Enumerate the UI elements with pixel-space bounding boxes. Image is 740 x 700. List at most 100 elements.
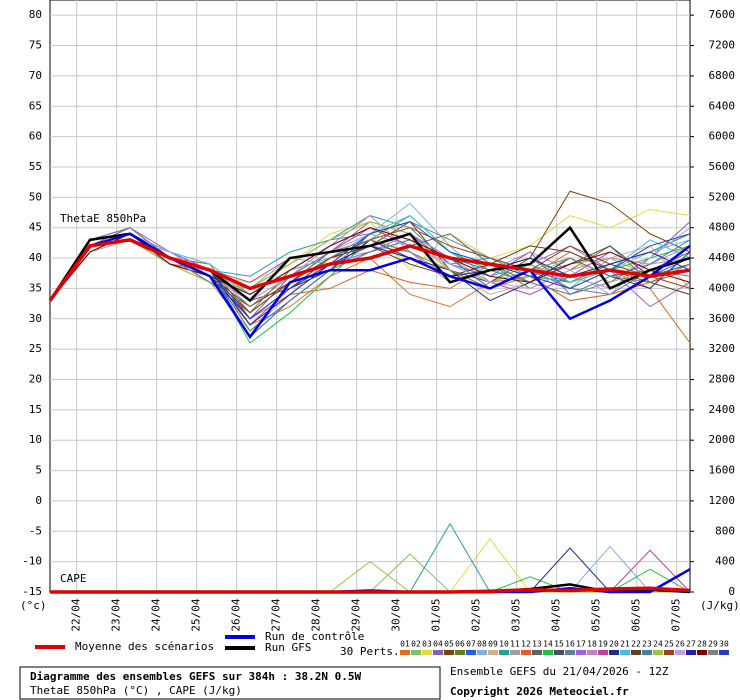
y-tick-label: 15 (29, 403, 42, 416)
legend-swatch (686, 650, 696, 655)
y-tick-label: 60 (29, 130, 42, 143)
legend-swatch (576, 650, 586, 655)
y2-tick-label: 7600 (709, 8, 736, 21)
legend-label: 18 (587, 640, 597, 649)
legend-swatch (477, 650, 487, 655)
legend-swatch (631, 650, 641, 655)
y-tick-label: 75 (29, 39, 42, 52)
legend-swatch (587, 650, 597, 655)
x-tick-label: 24/04 (150, 598, 163, 631)
legend-swatch (653, 650, 663, 655)
legend-label: 01 (400, 640, 410, 649)
theta-line (49, 227, 691, 308)
legend-swatch (422, 650, 432, 655)
lines (48, 190, 691, 594)
legend-label: 06 (455, 640, 465, 649)
theta-label: ThetaE 850hPa (60, 212, 146, 225)
theta-line (49, 221, 691, 301)
legend-label: 21 (620, 640, 630, 649)
y-tick-label: 45 (29, 221, 42, 234)
y2-tick-label: 6400 (709, 99, 736, 112)
y-tick-label: 55 (29, 160, 42, 173)
legend-label: 02 (411, 640, 421, 649)
legend-swatch (488, 650, 498, 655)
legend-label: 04 (433, 640, 443, 649)
y-tick-label: -15 (22, 585, 42, 598)
legend-label: 20 (609, 640, 619, 649)
theta-line (48, 238, 691, 302)
legend-label: 13 (532, 640, 542, 649)
y2-tick-label: 6800 (709, 69, 736, 82)
footer-subtitle: ThetaE 850hPa (°C) , CAPE (J/kg) (30, 684, 242, 697)
cape-label: CAPE (60, 572, 87, 585)
legend-label: 25 (664, 640, 674, 649)
y-tick-label: 40 (29, 251, 42, 264)
legend-label: 19 (598, 640, 608, 649)
y2-tick-label: 4800 (709, 221, 736, 234)
legend-label: 23 (642, 640, 652, 649)
legend-label: 15 (554, 640, 564, 649)
theta-line (49, 227, 691, 301)
legend-swatch (598, 650, 608, 655)
legend-swatch (466, 650, 476, 655)
legend-label: 17 (576, 640, 586, 649)
x-tick-label: 30/04 (390, 598, 403, 631)
y2-tick-label: 1600 (709, 464, 736, 477)
y2-unit: (J/kg) (700, 599, 740, 612)
y-tick-label: -5 (29, 524, 42, 537)
y2-tick-label: 2000 (709, 433, 736, 446)
legend-label: 26 (675, 640, 685, 649)
legend-label: 05 (444, 640, 454, 649)
legend-swatch (620, 650, 630, 655)
legend-label: 12 (521, 640, 531, 649)
legend-label: 16 (565, 640, 575, 649)
legend-swatch (444, 650, 454, 655)
legend-label: 27 (686, 640, 696, 649)
legend-swatch (719, 650, 729, 655)
legend-swatch (510, 650, 520, 655)
plot-area (49, 0, 691, 593)
legend-label: 14 (543, 640, 553, 649)
x-tick-label: 25/04 (190, 598, 203, 631)
y-tick-label: 20 (29, 372, 42, 385)
x-tick-label: 01/05 (430, 598, 443, 631)
y2-tick-label: 7200 (709, 39, 736, 52)
perts-label: 30 Perts. (340, 645, 400, 658)
y-tick-label: 0 (35, 494, 42, 507)
x-tick-label: 28/04 (310, 598, 323, 631)
legend-label: Run GFS (265, 641, 311, 654)
x-tick-label: 07/05 (670, 598, 683, 631)
y2-tick-label: 0 (728, 585, 735, 598)
y2-tick-label: 400 (715, 555, 735, 568)
y-tick-label: 5 (35, 464, 42, 477)
x-tick-label: 22/04 (70, 598, 83, 631)
y2-tick-label: 1200 (709, 494, 736, 507)
legend-label: 29 (708, 640, 718, 649)
y2-tick-label: 5600 (709, 160, 736, 173)
y2-tick-label: 3600 (709, 312, 736, 325)
y-tick-label: 10 (29, 433, 42, 446)
y2-tick-label: 6000 (709, 130, 736, 143)
legend-swatch (609, 650, 619, 655)
legend-label: 30 (719, 640, 729, 649)
x-tick-label: 05/05 (590, 598, 603, 631)
x-tick-label: 02/05 (470, 598, 483, 631)
y-tick-label: -10 (22, 555, 42, 568)
legend-swatch (521, 650, 531, 655)
x-tick-label: 04/05 (550, 598, 563, 631)
legend-swatch (411, 650, 421, 655)
legend-swatch (433, 650, 443, 655)
legend-label: 09 (488, 640, 498, 649)
legend-label: 07 (466, 640, 476, 649)
legend-label: 08 (477, 640, 487, 649)
x-tick-label: 27/04 (270, 598, 283, 631)
footer-copyright: Copyright 2026 Meteociel.fr (450, 685, 629, 698)
y-tick-label: 65 (29, 99, 42, 112)
x-tick-label: 29/04 (350, 598, 363, 631)
y-tick-label: 70 (29, 69, 42, 82)
y2-tick-label: 3200 (709, 342, 736, 355)
x-tick-label: 06/05 (630, 598, 643, 631)
